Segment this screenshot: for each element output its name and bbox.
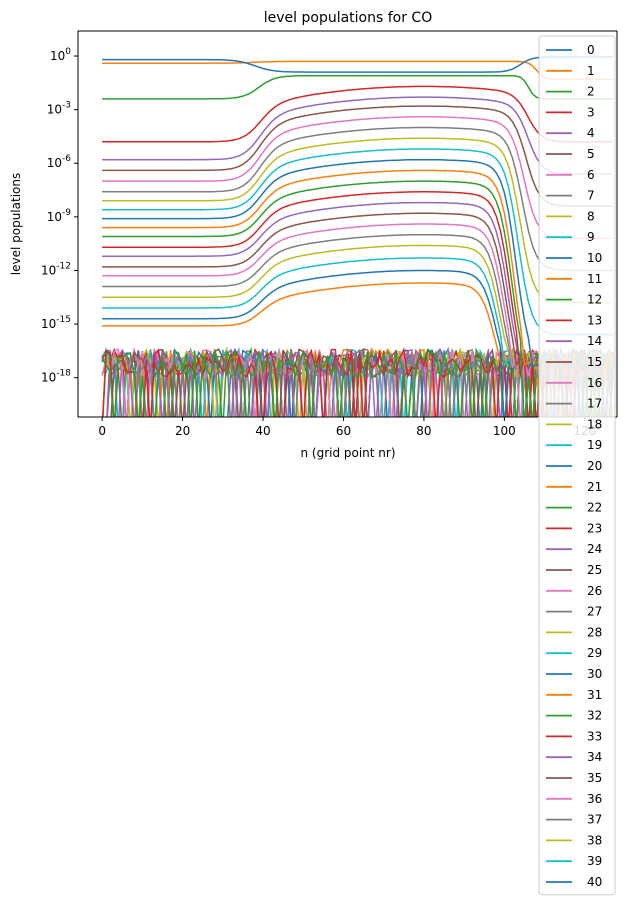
series-line-11 [102, 169, 614, 417]
legend-label: 34 [587, 750, 602, 764]
legend-label: 13 [587, 313, 602, 327]
y-axis-label: level populations [9, 173, 23, 275]
x-tick-label: 80 [416, 424, 431, 438]
legend-label: 30 [587, 667, 602, 681]
legend-label: 6 [587, 168, 595, 182]
legend-label: 20 [587, 459, 602, 473]
y-tick-label: 10-9 [47, 208, 72, 224]
y-tick-label: 100 [50, 47, 71, 63]
series-line-6 [102, 116, 613, 240]
legend-label: 2 [587, 85, 595, 99]
legend-label: 5 [587, 147, 595, 161]
series-line-14 [102, 201, 613, 417]
legend-label: 38 [587, 833, 602, 847]
y-tick-label: 10-15 [41, 315, 71, 331]
x-tick-label: 60 [336, 424, 351, 438]
series-line-0 [102, 56, 613, 73]
legend-label: 23 [587, 521, 602, 535]
legend-label: 10 [587, 251, 602, 265]
legend-label: 21 [587, 480, 602, 494]
legend-box [538, 35, 616, 896]
series-line-4 [102, 96, 613, 175]
legend-label: 36 [587, 792, 602, 806]
legend-label: 28 [587, 625, 602, 639]
chart-title: level populations for CO [264, 10, 432, 26]
legend-label: 14 [587, 334, 602, 348]
series-line-9 [102, 148, 613, 336]
series-line-2 [102, 74, 613, 100]
legend-label: 18 [587, 417, 602, 431]
legend-label: 9 [587, 230, 595, 244]
y-tick-label: 10-18 [41, 369, 71, 385]
series-line-10 [102, 158, 614, 417]
legend-label: 35 [587, 771, 602, 785]
legend-label: 4 [587, 126, 595, 140]
legend-label: 0 [587, 43, 595, 57]
series-line-7 [102, 126, 613, 272]
x-tick-label: 40 [255, 424, 270, 438]
legend-label: 11 [587, 272, 602, 286]
legend: 0123456789101112131415161718192021222324… [538, 35, 616, 896]
y-axis-ticks: 100 10-3 10-6 10-9 10-12 10-15 10-18 [41, 47, 78, 385]
series-line-15 [102, 212, 614, 417]
legend-label: 7 [587, 189, 595, 203]
x-axis-ticks: 020406080100120 [98, 417, 596, 438]
legend-label: 33 [587, 729, 602, 743]
legend-label: 39 [587, 854, 602, 868]
x-tick-label: 20 [175, 424, 190, 438]
legend-label: 32 [587, 709, 602, 723]
plot-frame [77, 30, 618, 418]
legend-label: 17 [587, 397, 602, 411]
x-axis-label: n (grid point nr) [300, 446, 395, 460]
series-line-13 [102, 191, 614, 417]
legend-label: 29 [587, 646, 602, 660]
legend-label: 26 [587, 584, 602, 598]
series-line-16 [102, 223, 614, 417]
x-tick-label: 0 [98, 424, 106, 438]
legend-label: 3 [587, 105, 595, 119]
legend-label: 24 [587, 542, 602, 556]
legend-label: 27 [587, 605, 602, 619]
legend-label: 37 [587, 813, 602, 827]
legend-label: 31 [587, 688, 602, 702]
legend-label: 15 [587, 355, 602, 369]
legend-label: 22 [587, 501, 602, 515]
series-line-1 [102, 60, 613, 80]
x-tick-label: 100 [493, 424, 516, 438]
series-line-3 [102, 85, 613, 143]
series-line-12 [102, 180, 613, 417]
series-line-18 [102, 244, 609, 417]
legend-label: 16 [587, 376, 602, 390]
y-tick-label: 10-6 [47, 154, 72, 170]
legend-label: 40 [587, 875, 602, 889]
legend-label: 1 [587, 64, 595, 78]
legend-label: 25 [587, 563, 602, 577]
legend-label: 12 [587, 293, 602, 307]
series-line-8 [102, 137, 613, 304]
legend-label: 19 [587, 438, 602, 452]
y-tick-label: 10-3 [47, 101, 71, 117]
y-tick-label: 10-12 [41, 261, 71, 277]
plot-lines [101, 56, 614, 417]
series-line-5 [102, 105, 613, 207]
legend-label: 8 [587, 209, 595, 223]
